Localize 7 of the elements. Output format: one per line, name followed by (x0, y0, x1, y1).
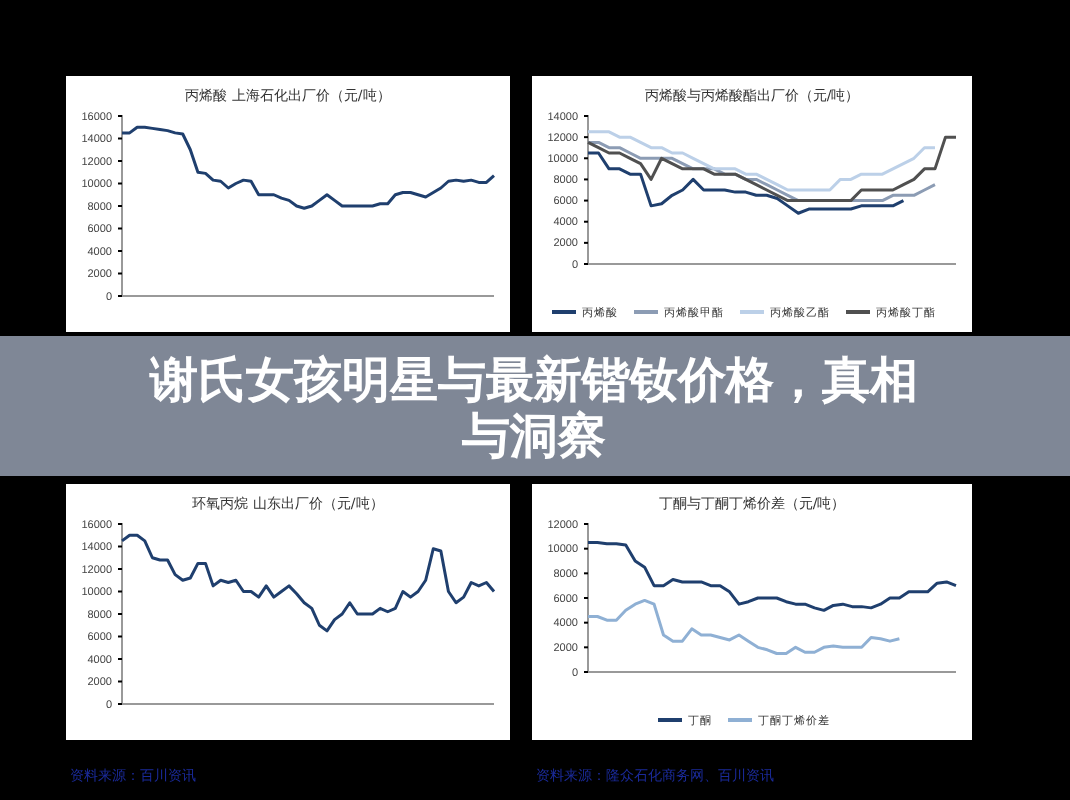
line-series (586, 598, 901, 655)
line-series (120, 533, 496, 633)
line-series (586, 541, 958, 612)
line-series (586, 151, 905, 215)
line-series (120, 125, 496, 210)
line-series (586, 130, 937, 192)
text: 谢氏女孩明星与最新锴钕价格，真相与洞察 (148, 352, 918, 464)
